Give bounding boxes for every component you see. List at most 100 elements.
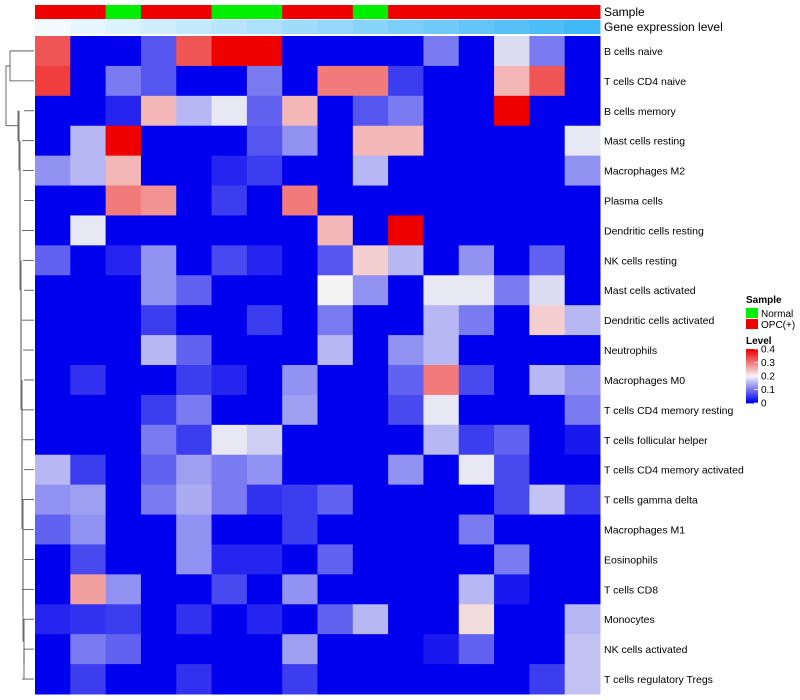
heatmap-cell — [140, 604, 177, 635]
heatmap-cell — [564, 365, 601, 396]
heatmap-cell — [317, 365, 354, 396]
heatmap-cell — [352, 424, 389, 456]
row-label: NK cells activated — [604, 644, 688, 656]
row-label: T cells CD4 memory resting — [604, 405, 733, 417]
heatmap-cell — [140, 215, 177, 246]
heatmap-cell — [105, 65, 142, 97]
heatmap-cell — [140, 275, 177, 306]
heatmap-cell — [388, 36, 424, 67]
heatmap-cell — [35, 604, 71, 635]
heatmap-cell — [70, 394, 107, 426]
colorbar-tick-label: 0.3 — [761, 358, 775, 369]
heatmap-cell — [564, 95, 601, 127]
heatmap-cell — [211, 65, 248, 97]
heatmap-cell — [317, 95, 354, 127]
heatmap-cell — [70, 335, 107, 366]
colorbar-segment — [746, 357, 758, 359]
heatmap-cell — [317, 65, 354, 97]
heatmap-cell — [246, 245, 283, 276]
heatmap-cell — [35, 215, 71, 246]
heatmap-cell — [494, 664, 530, 695]
heatmap-cell — [423, 125, 460, 157]
heatmap-cell — [423, 574, 460, 605]
heatmap-cell — [246, 604, 283, 635]
heatmap-cell — [140, 634, 177, 665]
heatmap-cell — [529, 634, 566, 665]
heatmap-cell — [317, 454, 354, 486]
heatmap-cell — [70, 215, 107, 246]
heatmap-cell — [282, 574, 318, 605]
annotation-label-expression: Gene expression level — [604, 20, 723, 34]
heatmap-cell — [494, 544, 530, 575]
heatmap-cell — [140, 484, 177, 516]
heatmap-cell — [246, 65, 283, 97]
heatmap-cell — [352, 245, 389, 276]
heatmap-cell — [317, 484, 354, 516]
heatmap-cell — [246, 394, 283, 426]
heatmap-cell — [176, 65, 213, 97]
heatmap-cell — [494, 185, 530, 216]
heatmap-cell — [35, 95, 71, 127]
heatmap-cell — [494, 365, 530, 396]
heatmap-cell — [70, 125, 107, 157]
heatmap-cell — [494, 514, 530, 545]
heatmap-cell — [246, 335, 283, 366]
heatmap-cell — [176, 305, 213, 336]
row-label: Dendritic cells activated — [604, 315, 714, 327]
heatmap-cell — [35, 155, 71, 187]
heatmap-cell — [458, 65, 495, 97]
heatmap-cell — [35, 394, 71, 426]
heatmap-cell — [70, 604, 107, 635]
heatmap-cell — [388, 335, 424, 366]
heatmap-cell — [458, 574, 495, 605]
heatmap-cell — [423, 185, 460, 216]
heatmap-cell — [564, 185, 601, 216]
heatmap-cell — [105, 245, 142, 276]
row-label: T cells gamma delta — [604, 495, 698, 507]
heatmap-cell — [352, 185, 389, 216]
heatmap-cell — [140, 664, 177, 695]
heatmap-cell — [211, 185, 248, 216]
colorbar-segment — [746, 351, 758, 354]
colorbar-segment — [746, 359, 758, 362]
heatmap-cell — [458, 275, 495, 306]
heatmap-cell — [176, 574, 213, 605]
annotation-label-sample: Sample — [604, 5, 645, 19]
colorbar-segment — [746, 349, 758, 351]
heatmap-cell — [35, 365, 71, 396]
heatmap-cell — [282, 604, 318, 635]
heatmap-cell — [176, 36, 213, 67]
heatmap-cell — [423, 424, 460, 456]
heatmap-cell — [423, 36, 460, 67]
heatmap-cell — [35, 335, 71, 366]
heatmap-cell — [388, 634, 424, 665]
sample-annotation-cell — [317, 5, 354, 19]
sample-annotation-cell — [494, 5, 530, 19]
row-label: NK cells resting — [604, 255, 677, 267]
heatmap-cell — [317, 544, 354, 575]
heatmap-cell — [317, 424, 354, 456]
heatmap-cell — [529, 215, 566, 246]
colorbar-segment — [746, 388, 758, 390]
expression-annotation-cell — [529, 20, 566, 34]
heatmap-cell — [317, 185, 354, 216]
heatmap-cell — [423, 335, 460, 366]
heatmap-cell — [564, 484, 601, 516]
heatmap-cell — [105, 634, 142, 665]
heatmap-cell — [246, 454, 283, 486]
heatmap-cell — [211, 604, 248, 635]
heatmap-cell — [529, 424, 566, 456]
colorbar-segment — [746, 367, 758, 370]
heatmap-cell — [246, 305, 283, 336]
heatmap-cell — [70, 155, 107, 187]
heatmap-cell — [211, 634, 248, 665]
colorbar-segment — [746, 355, 758, 358]
heatmap-cell — [564, 604, 601, 635]
sample-annotation-cell — [105, 5, 142, 19]
heatmap-cell — [105, 365, 142, 396]
heatmap-cell — [352, 484, 389, 516]
legend-label-normal: Normal — [761, 309, 793, 320]
heatmap-cell — [176, 484, 213, 516]
heatmap-cell — [70, 514, 107, 545]
heatmap-cell — [352, 574, 389, 605]
